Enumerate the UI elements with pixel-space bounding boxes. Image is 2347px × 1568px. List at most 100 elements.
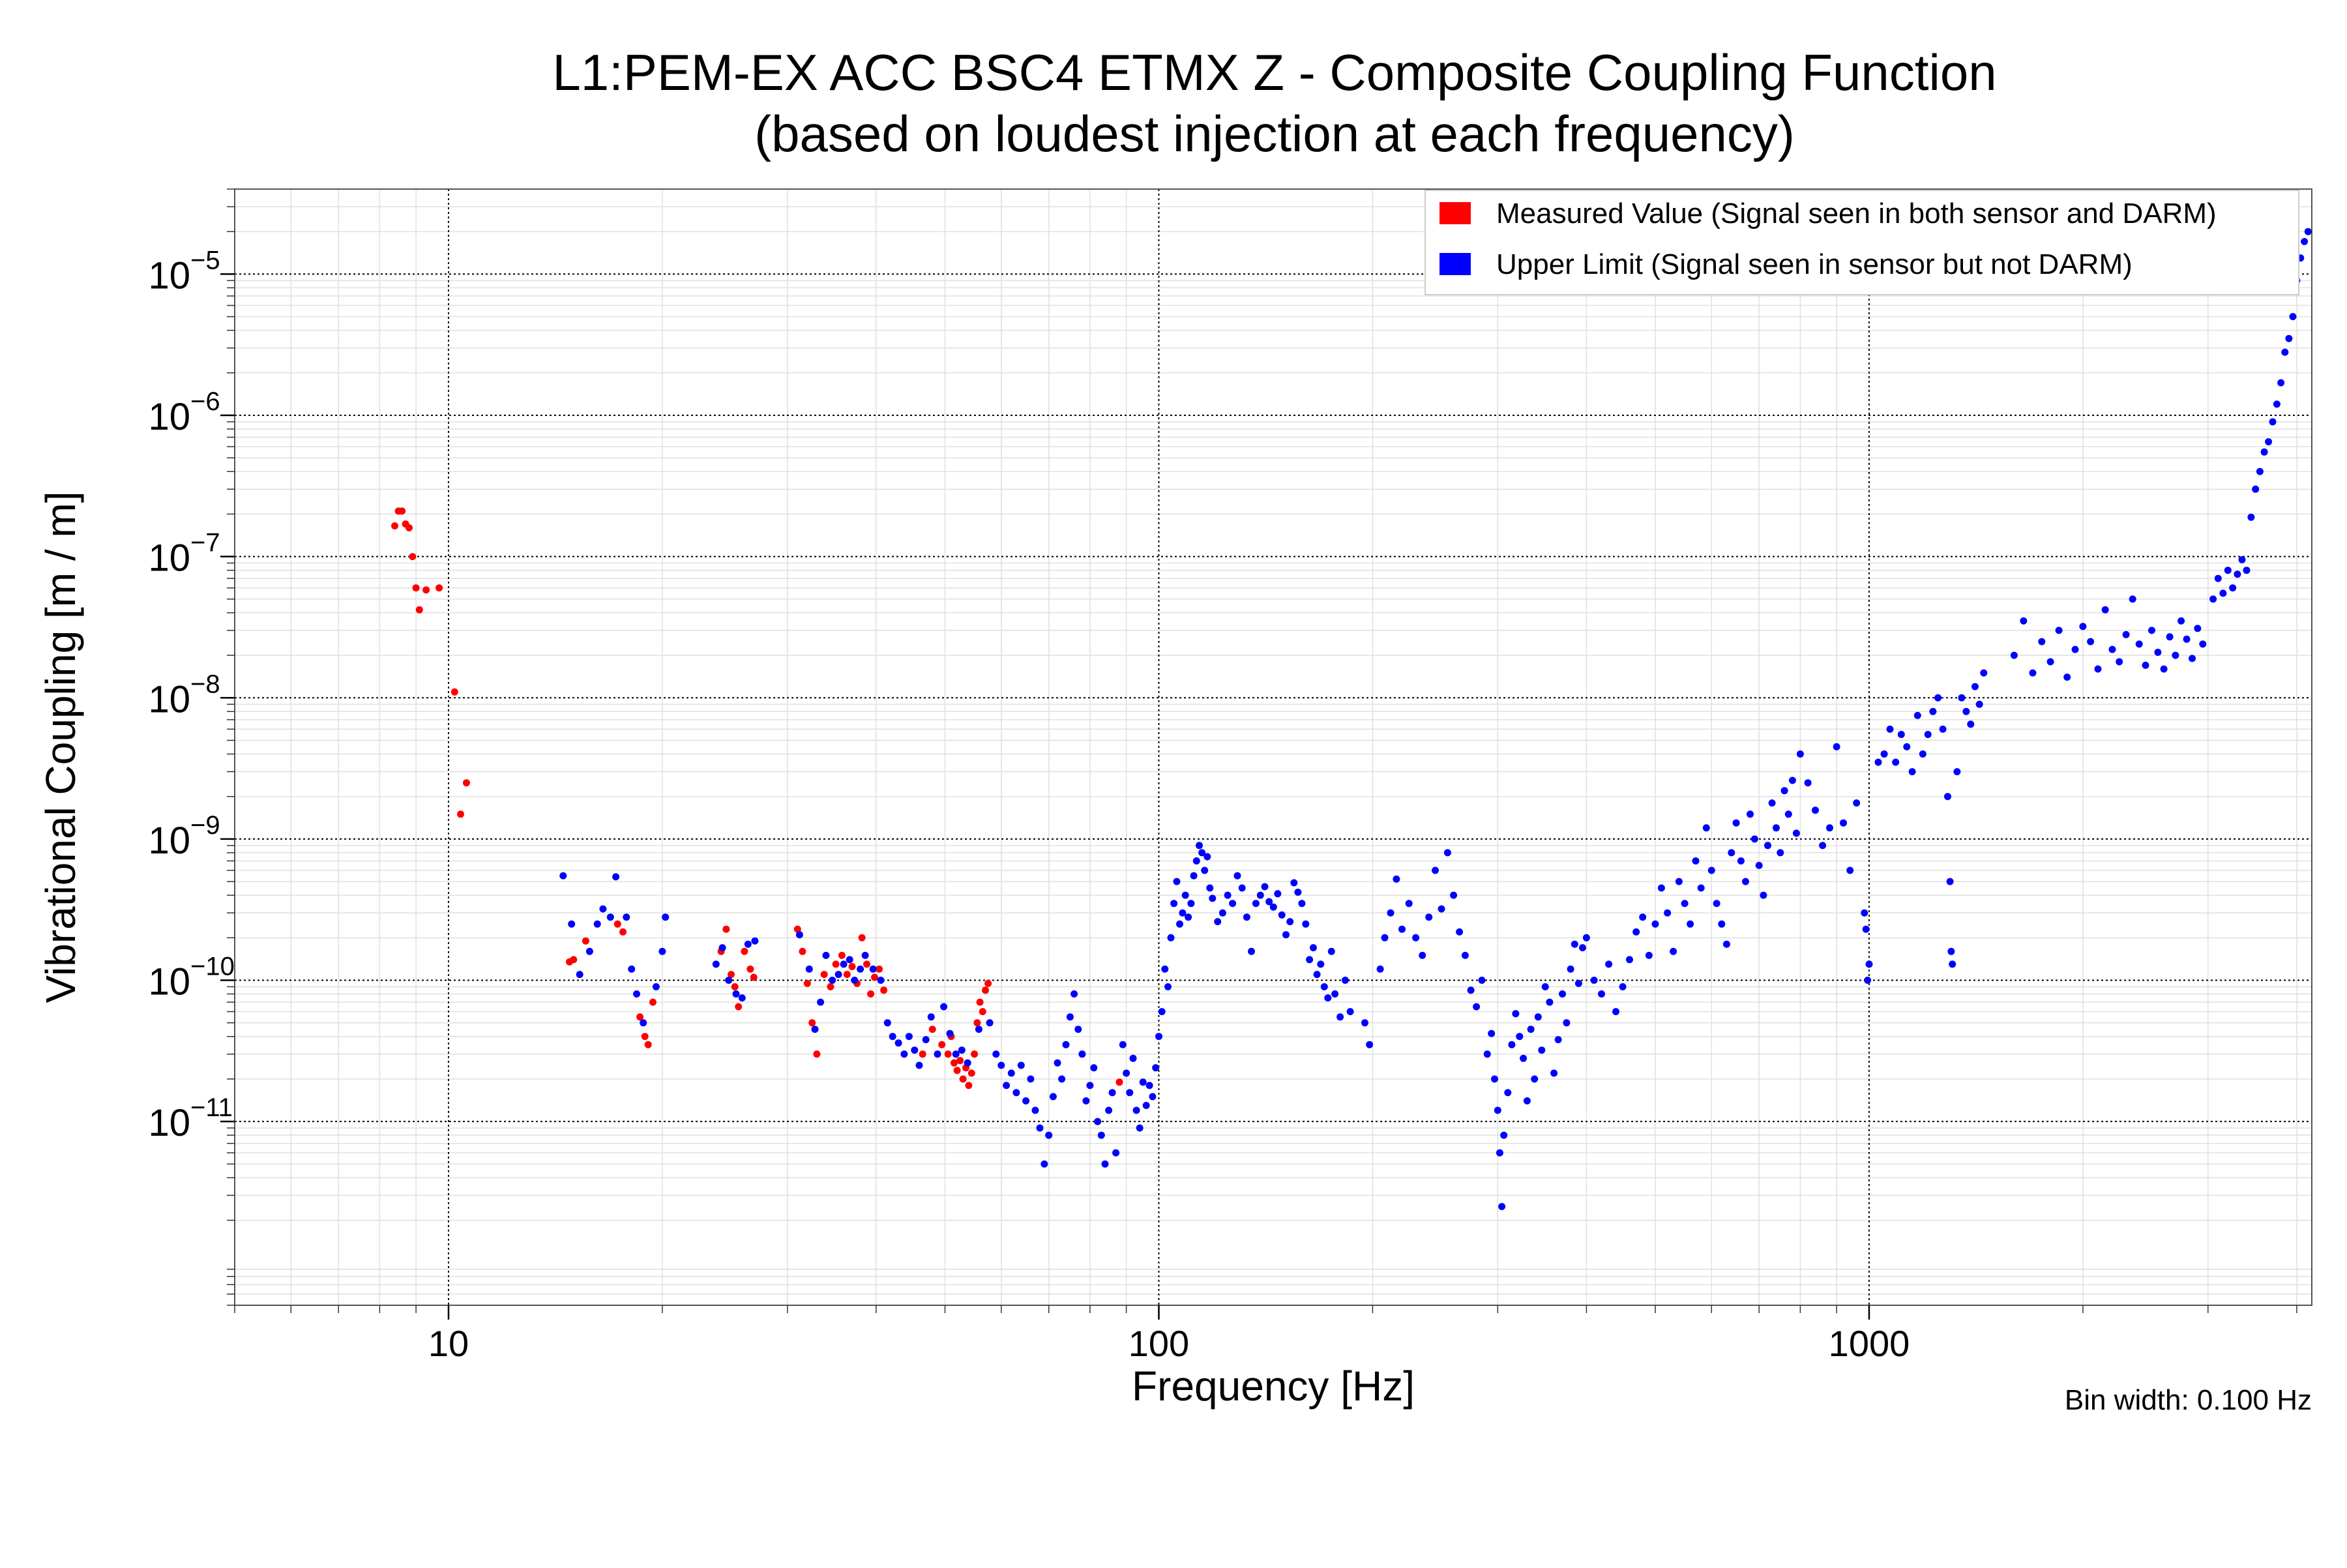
upper-limit-point (1508, 1041, 1516, 1048)
upper-limit-point (1651, 920, 1659, 928)
upper-limit-point (877, 977, 885, 984)
measured-point (984, 979, 992, 987)
upper-limit-point (2209, 595, 2217, 603)
upper-limit-point (751, 937, 759, 945)
upper-limit-point (1049, 1093, 1057, 1101)
upper-limit-point (1123, 1069, 1130, 1077)
upper-limit-point (1233, 872, 1241, 880)
upper-limit-point (1742, 878, 1749, 885)
upper-limit-point (834, 971, 842, 979)
y-tick-label: 10 (148, 254, 190, 297)
axis-ticks (220, 188, 2297, 1320)
upper-limit-point (1939, 725, 1947, 733)
upper-limit-point (1054, 1059, 1061, 1067)
upper-limit-point (1846, 866, 1854, 874)
upper-limit-point (1094, 1117, 1102, 1125)
y-tick-label: 10 (148, 820, 190, 862)
measured-point (412, 584, 420, 592)
x-tick-label: 100 (1129, 1323, 1189, 1364)
measured-point (979, 1008, 986, 1016)
upper-limit-point (1773, 824, 1780, 832)
y-tick-exponent: −11 (190, 1093, 233, 1122)
upper-limit-point (1366, 1041, 1374, 1048)
measured-point (944, 1050, 952, 1058)
upper-limit-point (1707, 866, 1715, 874)
upper-limit-point (1012, 1089, 1020, 1097)
upper-limit-point (1274, 890, 1282, 898)
upper-limit-point (1041, 1160, 1048, 1168)
upper-limit-point (1496, 1149, 1503, 1157)
measured-point (457, 810, 464, 818)
upper-limit-point (1598, 990, 1605, 998)
upper-limit-point (1929, 707, 1937, 715)
upper-limit-point (1582, 934, 1590, 941)
upper-limit-point (1538, 1046, 1546, 1054)
upper-limit-point (1958, 694, 1966, 702)
x-tick-labels: 10 100 1000 (428, 1323, 1910, 1364)
measured-point (746, 965, 754, 973)
measured-point (813, 1050, 821, 1058)
y-tick-exponent: −8 (190, 670, 220, 698)
upper-limit-point (2238, 556, 2246, 563)
upper-limit-point (1747, 810, 1754, 818)
upper-limit-point (2229, 584, 2237, 592)
upper-limit-point (1826, 824, 1833, 832)
upper-limit-point (1361, 1019, 1368, 1027)
upper-limit-point (1045, 1131, 1053, 1139)
upper-limit-point (1331, 990, 1339, 998)
upper-limit-point (1516, 1033, 1524, 1041)
upper-limit-point (992, 1050, 1000, 1058)
upper-limit-point (1897, 731, 1905, 738)
upper-limit-point (1760, 891, 1767, 899)
upper-limit-point (1949, 960, 1956, 968)
upper-limit-point (1840, 819, 1847, 827)
upper-limit-point (559, 872, 567, 880)
upper-limit-point (1784, 810, 1792, 818)
upper-limit-point (2177, 617, 2185, 625)
upper-limit-point (905, 1033, 913, 1041)
y-tick-label: 10 (148, 1102, 190, 1144)
measured-point (415, 606, 423, 614)
data-points (391, 228, 2312, 1211)
upper-limit-point (1619, 983, 1627, 990)
upper-limit-point (1129, 1054, 1137, 1062)
upper-limit-point (652, 983, 660, 990)
upper-limit-point (2129, 595, 2136, 603)
measured-point (938, 1041, 946, 1048)
upper-limit-point (2289, 313, 2297, 321)
upper-limit-point (1017, 1061, 1025, 1069)
y-tick-exponent: −9 (190, 811, 220, 840)
upper-limit-point (1238, 884, 1246, 892)
upper-limit-point (1164, 983, 1172, 990)
upper-limit-point (829, 977, 836, 984)
upper-limit-point (1732, 819, 1740, 827)
upper-limit-point (2183, 635, 2191, 643)
upper-limit-point (738, 994, 746, 1002)
upper-limit-point (2277, 379, 2285, 387)
upper-limit-point (1185, 913, 1192, 921)
upper-limit-point (1946, 878, 1954, 885)
upper-limit-point (1248, 947, 1255, 955)
upper-limit-point (1294, 889, 1302, 896)
upper-limit-point (1265, 898, 1273, 906)
upper-limit-point (1461, 951, 1469, 959)
upper-limit-point (1777, 849, 1784, 857)
upper-limit-point (795, 931, 803, 939)
upper-limit-point (744, 940, 752, 948)
measured-point (406, 524, 413, 531)
upper-limit-point (1559, 990, 1566, 998)
measured-point (619, 928, 627, 936)
upper-limit-point (1670, 947, 1677, 955)
upper-limit-point (1101, 1160, 1109, 1168)
upper-limit-point (725, 977, 733, 984)
upper-limit-point (1764, 842, 1771, 850)
upper-limit-point (1078, 1050, 1086, 1058)
upper-limit-point (1108, 1089, 1116, 1097)
legend-swatch-measured (1439, 202, 1471, 224)
upper-limit-point (1812, 806, 1819, 814)
upper-limit-point (1768, 799, 1776, 807)
upper-limit-point (1864, 977, 1872, 984)
upper-limit-point (2234, 570, 2241, 578)
x-tick-label: 1000 (1829, 1323, 1910, 1364)
upper-limit-point (1728, 849, 1735, 857)
